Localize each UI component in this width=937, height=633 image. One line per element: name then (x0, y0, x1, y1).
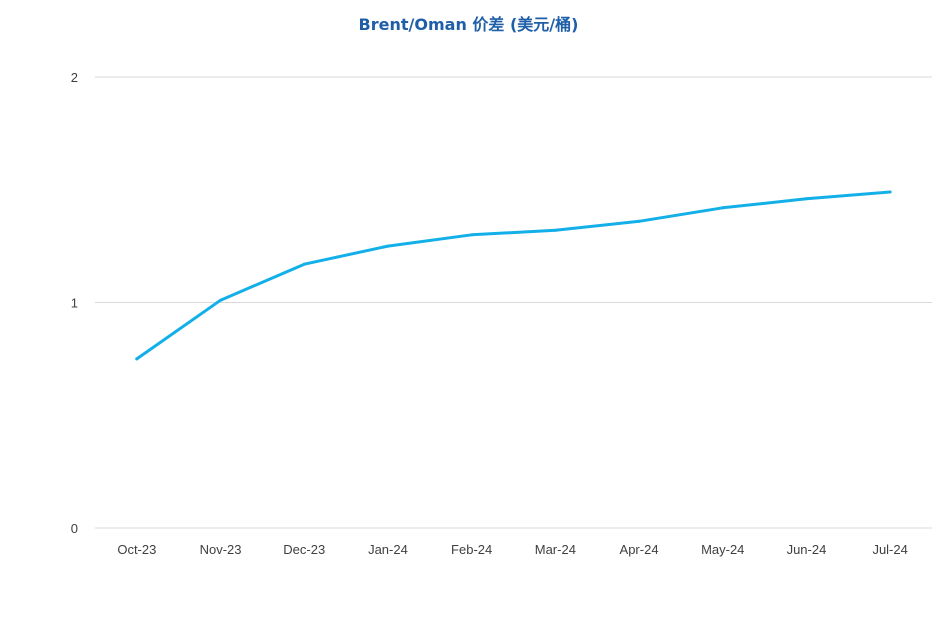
x-tick-label: Jan-24 (368, 542, 408, 557)
data-point-Dec-23 (302, 262, 306, 266)
x-tick-label: May-24 (701, 542, 744, 557)
data-point-Apr-24 (637, 219, 641, 223)
x-tick-label: Oct-23 (117, 542, 156, 557)
data-point-Jan-24 (386, 244, 390, 248)
chart-title: Brent/Oman 价差 (美元/桶) (358, 15, 579, 34)
x-tick-label: Jun-24 (787, 542, 827, 557)
series-line-0 (135, 190, 892, 361)
data-point-Feb-24 (470, 233, 474, 237)
x-tick-label: Nov-23 (200, 542, 242, 557)
data-point-Nov-23 (219, 298, 223, 302)
y-tick-label: 1 (71, 296, 78, 311)
x-tick-label: Dec-23 (283, 542, 325, 557)
x-tick-label: Feb-24 (451, 542, 492, 557)
x-tick-label: Mar-24 (535, 542, 576, 557)
x-tick-label: Apr-24 (620, 542, 659, 557)
data-point-Jun-24 (804, 197, 808, 201)
y-tick-label: 2 (71, 70, 78, 85)
data-point-May-24 (721, 206, 725, 210)
data-point-Mar-24 (553, 228, 557, 232)
data-point-Oct-23 (135, 357, 139, 361)
y-tick-label: 0 (71, 521, 78, 536)
data-point-Jul-24 (888, 190, 892, 194)
x-tick-label: Jul-24 (872, 542, 907, 557)
